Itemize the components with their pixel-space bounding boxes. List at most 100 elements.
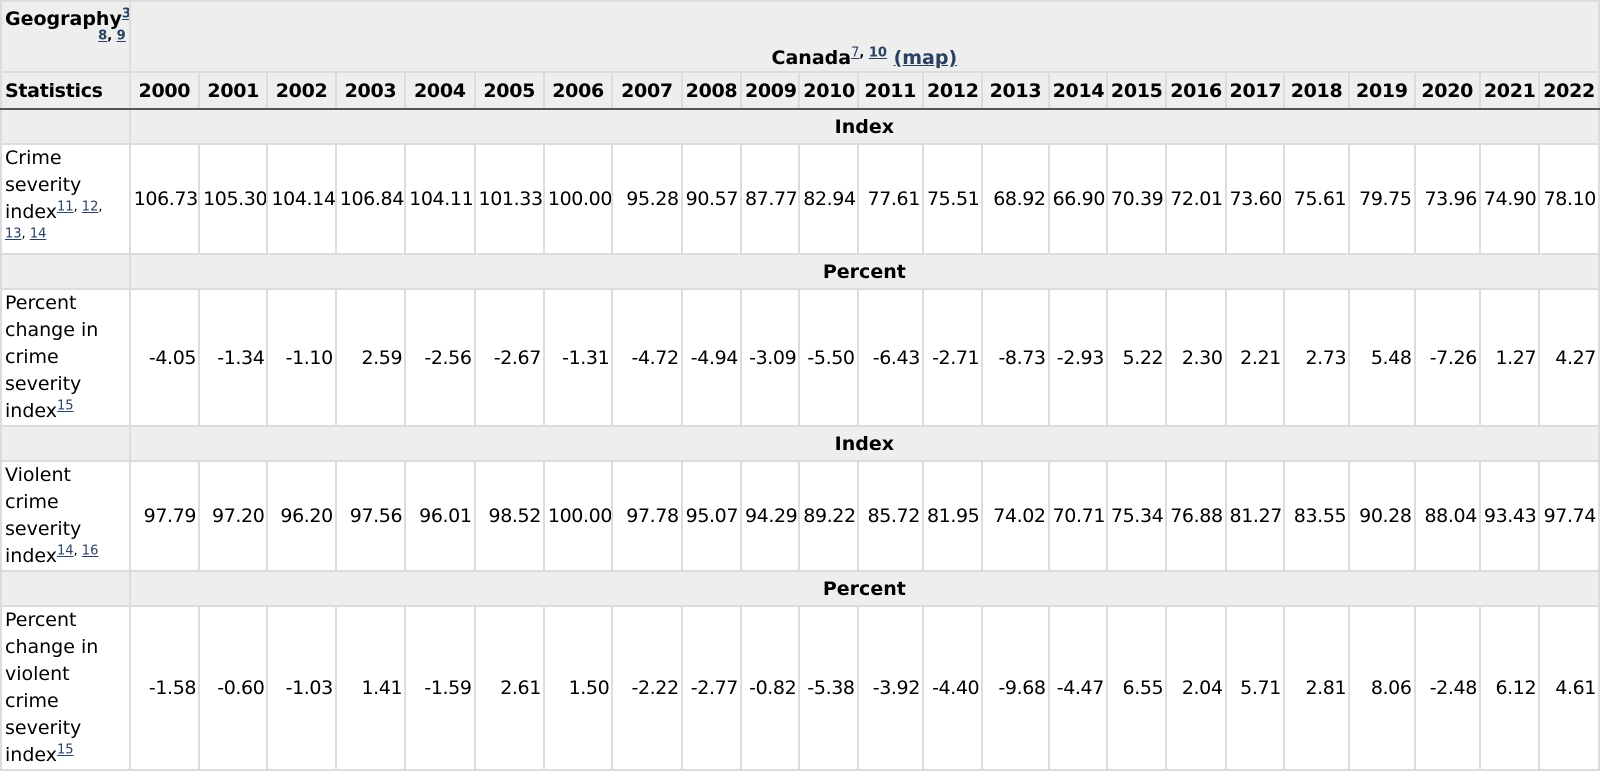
value-cell: 104.11: [404, 143, 476, 255]
footnote-link[interactable]: 11: [56, 199, 74, 215]
value-cell: -4.40: [921, 605, 984, 771]
value-cell: -8.73: [981, 288, 1050, 427]
value-cell: -7.26: [1413, 288, 1481, 427]
unit-row: Index: [0, 108, 1600, 145]
value-cell: 75.51: [921, 143, 984, 255]
year-header: 2007: [611, 71, 683, 110]
value-cell: -1.31: [542, 288, 614, 427]
row-label-cell: Violent crime severity index14, 16: [0, 460, 131, 572]
value-cell: 1.27: [1478, 288, 1541, 427]
footnote-link[interactable]: 9: [116, 28, 126, 44]
footnote-link[interactable]: 8: [98, 28, 108, 44]
value-cell: 85.72: [856, 460, 924, 572]
value-cell: 74.90: [1478, 143, 1541, 255]
year-header: 2016: [1165, 71, 1227, 110]
footnote-link[interactable]: 15: [56, 742, 74, 758]
value-cell: -2.93: [1047, 288, 1108, 427]
value-cell: -3.92: [856, 605, 924, 771]
table-body: Index Crime severity index11, 12, 13, 14 1…: [0, 108, 1600, 771]
value-cell: 88.04: [1413, 460, 1481, 572]
row-label: Violent crime severity index: [5, 464, 82, 567]
value-cell: 106.84: [334, 143, 407, 255]
value-cell: 96.20: [266, 460, 337, 572]
statistics-header: Statistics: [0, 71, 131, 110]
year-header: 2008: [680, 71, 742, 110]
table-row: Percent change in violent crime severity…: [0, 605, 1600, 771]
row-label: Percent change in crime severity index: [5, 292, 99, 422]
table-row: Crime severity index11, 12, 13, 14 106.73…: [0, 143, 1600, 255]
value-cell: 81.27: [1224, 460, 1285, 572]
value-cell: -4.05: [128, 288, 201, 427]
value-cell: 2.81: [1282, 605, 1351, 771]
value-cell: 105.30: [198, 143, 269, 255]
value-cell: 70.39: [1105, 143, 1168, 255]
value-cell: -4.72: [611, 288, 683, 427]
value-cell: 79.75: [1348, 143, 1416, 255]
value-cell: 78.10: [1538, 143, 1600, 255]
value-cell: -1.03: [266, 605, 337, 771]
footnote-link[interactable]: 16: [81, 543, 99, 559]
value-cell: 77.61: [856, 143, 924, 255]
map-link[interactable]: (map): [893, 47, 958, 69]
footnote-link[interactable]: 3: [122, 7, 128, 22]
footnote-link[interactable]: 15: [56, 398, 74, 414]
row-label-cell: Percent change in crime severity index15: [0, 288, 131, 427]
footnote-link[interactable]: 10: [868, 45, 887, 61]
value-cell: -0.82: [739, 605, 801, 771]
value-cell: 97.79: [128, 460, 201, 572]
row-label: Crime severity index: [5, 147, 82, 223]
value-cell: 2.59: [334, 288, 407, 427]
value-cell: 2.73: [1282, 288, 1351, 427]
year-header: 2012: [921, 71, 984, 110]
value-cell: 81.95: [921, 460, 984, 572]
value-cell: 70.71: [1047, 460, 1108, 572]
unit-label: Index: [128, 425, 1600, 462]
unit-label: Percent: [128, 253, 1600, 290]
unit-label: Percent: [128, 570, 1600, 607]
value-cell: 96.01: [404, 460, 476, 572]
value-cell: 97.78: [611, 460, 683, 572]
row-label-cell: Crime severity index11, 12, 13, 14: [0, 143, 131, 255]
value-cell: 75.34: [1105, 460, 1168, 572]
value-cell: -1.58: [128, 605, 201, 771]
value-cell: 66.90: [1047, 143, 1108, 255]
year-header: 2001: [198, 71, 269, 110]
value-cell: 98.52: [473, 460, 545, 572]
value-cell: 5.71: [1224, 605, 1285, 771]
table-row: Percent change in crime severity index15…: [0, 288, 1600, 427]
value-cell: 82.94: [798, 143, 859, 255]
year-header: 2006: [542, 71, 614, 110]
footnote-link[interactable]: 14: [56, 543, 74, 559]
value-cell: 6.12: [1478, 605, 1541, 771]
value-cell: 2.21: [1224, 288, 1285, 427]
value-cell: 100.00: [542, 460, 614, 572]
canada-label: Canada: [771, 47, 852, 69]
footnote-link[interactable]: 12: [81, 199, 99, 215]
year-header: 2000: [128, 71, 201, 110]
footnote-link[interactable]: 13: [5, 226, 22, 242]
year-header: 2022: [1538, 71, 1600, 110]
value-cell: 95.28: [611, 143, 683, 255]
value-cell: -2.67: [473, 288, 545, 427]
value-cell: 95.07: [680, 460, 742, 572]
value-cell: 5.48: [1348, 288, 1416, 427]
value-cell: 90.57: [680, 143, 742, 255]
value-cell: 74.02: [981, 460, 1050, 572]
value-cell: -1.59: [404, 605, 476, 771]
value-cell: 2.04: [1165, 605, 1227, 771]
year-header: 2014: [1047, 71, 1108, 110]
year-header: 2021: [1478, 71, 1541, 110]
unit-row-blank: [0, 253, 131, 290]
year-header: 2004: [404, 71, 476, 110]
value-cell: -2.48: [1413, 605, 1481, 771]
unit-label: Index: [128, 108, 1600, 145]
value-cell: -5.50: [798, 288, 859, 427]
value-cell: 8.06: [1348, 605, 1416, 771]
value-cell: 97.74: [1538, 460, 1600, 572]
value-cell: -0.60: [198, 605, 269, 771]
year-header: 2019: [1348, 71, 1416, 110]
footnote-link[interactable]: 14: [29, 226, 47, 242]
year-header: 2011: [856, 71, 924, 110]
footnote-link[interactable]: 7: [851, 45, 860, 61]
value-cell: 89.22: [798, 460, 859, 572]
